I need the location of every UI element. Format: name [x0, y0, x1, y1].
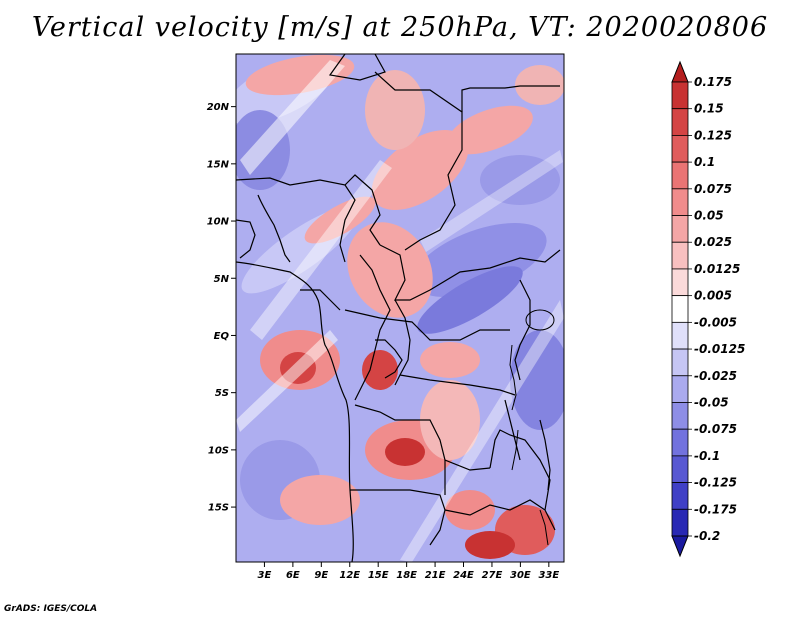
lat-tick-label: 15S [208, 503, 229, 514]
lat-tick-label: EQ [214, 331, 230, 342]
lat-tick-label: 10S [208, 445, 229, 456]
colorbar-box [671, 375, 689, 403]
country-borders [236, 54, 561, 562]
lon-tick-label: 6E [286, 570, 300, 581]
color-bar: 0.175 0.15 0.125 0.1 0.075 0.05 0.025 0.0125 0.0… [671, 60, 745, 558]
colorbar-label: 0.05 [694, 209, 724, 223]
colorbar-box [671, 455, 689, 483]
colorbar-label: 0.175 [694, 75, 732, 89]
colorbar-label: -0.05 [694, 395, 729, 409]
colorbar-box [671, 161, 689, 190]
colorbar-box [671, 402, 689, 430]
colorbar-label: -0.005 [694, 315, 737, 329]
colorbar-box [671, 188, 689, 216]
colorbar-label: -0.025 [694, 369, 737, 383]
colorbar-label: 0.1 [694, 155, 715, 169]
colorbar-box [671, 321, 689, 350]
lat-tick-label: 15N [207, 159, 230, 170]
credit-text: GrADS: IGES/COLA [4, 604, 98, 614]
colorbar-label: -0.1 [694, 449, 720, 463]
colorbar-box [671, 482, 689, 510]
colorbar-label: 0.075 [694, 182, 732, 196]
colorbar-label: 0.025 [694, 235, 732, 249]
colorbar-box [671, 81, 689, 110]
colorbar-label: 0.15 [694, 102, 724, 116]
lon-tick-label: 21E [425, 570, 446, 581]
map-title: Vertical velocity [m/s] at 250hPa, VT: 2… [31, 12, 769, 43]
lon-tick-label: 9E [314, 570, 328, 581]
lat-tick-label: 10N [207, 217, 230, 228]
longitude-axis: 3E 6E 9E 12E 15E 18E 21E 24E 27E 30E 33E [258, 562, 559, 581]
colorbar-label: -0.125 [694, 476, 737, 490]
colorbar-label: -0.075 [694, 422, 737, 436]
colorbar-box [671, 108, 689, 136]
lon-tick-label: 3E [258, 570, 272, 581]
map-frame [235, 53, 565, 563]
colorbar-label: 0.125 [694, 128, 732, 142]
colorbar-label: -0.175 [694, 502, 737, 516]
colorbar-label: 0.005 [694, 289, 732, 303]
colorbar-box [671, 428, 689, 457]
colorbar-bottom-triangle [671, 535, 689, 558]
colorbar-box [671, 348, 689, 377]
lon-tick-label: 15E [368, 570, 389, 581]
colorbar-box [671, 295, 689, 323]
lat-tick-label: 5S [215, 388, 229, 399]
lon-tick-label: 12E [339, 570, 360, 581]
colorbar-label: -0.0125 [694, 342, 745, 356]
colorbar-label: -0.2 [694, 529, 720, 543]
colorbar-box [671, 268, 689, 297]
lat-tick-label: 5N [214, 274, 230, 285]
colorbar-box [671, 508, 689, 537]
velocity-field [236, 54, 564, 562]
lon-tick-label: 30E [510, 570, 531, 581]
colorbar-box [671, 215, 689, 243]
latitude-axis: 20N 15N 10N 5N EQ 5S 10S 15S [207, 102, 236, 514]
lon-tick-label: 18E [396, 570, 417, 581]
lon-tick-label: 27E [482, 570, 503, 581]
colorbar-box [671, 135, 689, 163]
lakes [509, 309, 555, 546]
colorbar-label: 0.0125 [694, 262, 740, 276]
colorbar-top-triangle [671, 60, 689, 83]
lon-tick-label: 24E [453, 570, 474, 581]
lat-tick-label: 20N [207, 102, 230, 113]
colorbar-box [671, 241, 689, 270]
lon-tick-label: 33E [538, 570, 559, 581]
